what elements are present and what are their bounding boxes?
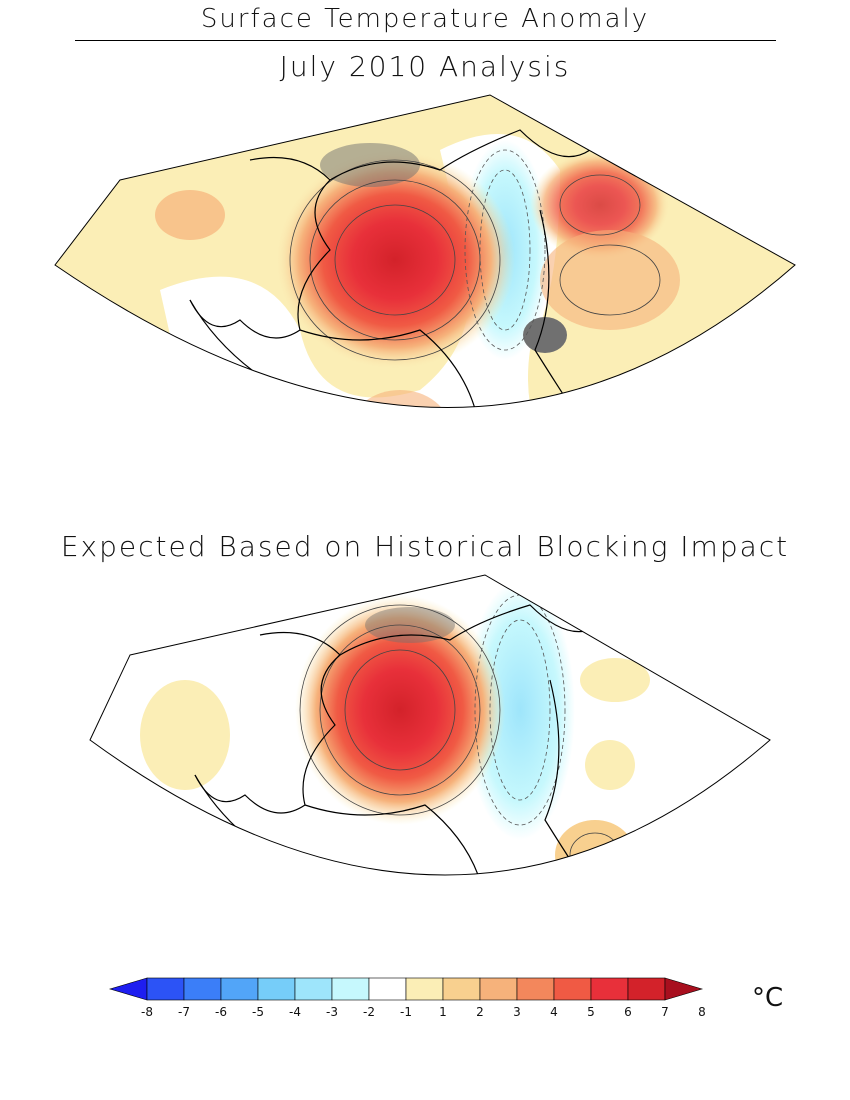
map-frame — [54, 94, 796, 408]
colorbar-tick-label: -5 — [252, 1005, 264, 1019]
colorbar-tick-label: 3 — [513, 1005, 521, 1019]
colorbar-tick-label: 4 — [550, 1005, 558, 1019]
colorbar-tick-label: -4 — [289, 1005, 301, 1019]
contour-lines — [289, 159, 661, 361]
colorbar-tick-label: 2 — [476, 1005, 484, 1019]
atlantic-weak-warm-patch — [140, 680, 230, 790]
colorbar-right-arrow — [664, 977, 704, 1001]
figure-title: Surface Temperature Anomaly — [200, 4, 650, 34]
pacific-weak-warm-patch — [585, 740, 635, 790]
colorbar-box — [442, 977, 481, 1001]
colorbar-box — [331, 977, 370, 1001]
colorbar-box — [220, 977, 259, 1001]
colorbar-tick-label: 1 — [439, 1005, 447, 1019]
colorbar-box — [479, 977, 518, 1001]
colorbar-tick-label: -6 — [215, 1005, 227, 1019]
contour-lines — [299, 604, 621, 875]
southern-warm-patch — [350, 390, 450, 408]
atlantic-warm-patch — [155, 190, 225, 240]
colorbar-tick-label: -7 — [178, 1005, 190, 1019]
colorbar-boxes — [108, 977, 704, 1001]
colorbar-tick-label: 6 — [624, 1005, 632, 1019]
colorbar-tick-label: 8 — [698, 1005, 706, 1019]
colorbar-tick-label: 7 — [661, 1005, 669, 1019]
far-east-warm-anomaly — [530, 150, 670, 260]
colorbar-left-arrow — [108, 977, 148, 1001]
colorbar-box — [183, 977, 222, 1001]
colorbar-tick-labels: -8 -7 -6 -5 -4 -3 -2 -1 1 2 3 4 5 6 7 8 — [141, 1005, 706, 1019]
bottom-expected-map — [89, 574, 771, 920]
map-frame — [89, 574, 771, 876]
colorbar-box — [590, 977, 629, 1001]
title-underline — [75, 40, 776, 41]
colorbar-tick-label: -8 — [141, 1005, 153, 1019]
colorbar-box — [405, 977, 444, 1001]
far-east-weak-warm-patch — [580, 658, 650, 702]
colorbar-unit-label: °C — [752, 983, 784, 1013]
colorbar-box — [368, 977, 407, 1001]
colorbar-tick-label: -2 — [363, 1005, 375, 1019]
japan-grey-masked-area — [523, 317, 567, 353]
bottom-panel-title: Expected Based on Historical Blocking Im… — [60, 530, 790, 563]
arctic-grey-masked-area — [365, 607, 455, 643]
arctic-grey-masked-area — [320, 143, 420, 187]
top-panel-title: July 2010 Analysis — [279, 50, 571, 83]
colorbar-tick-label: -3 — [326, 1005, 338, 1019]
russia-heat-anomaly — [295, 595, 505, 825]
siberia-cold-anomaly — [465, 580, 575, 840]
negative-contour-lines — [464, 149, 546, 351]
colorbar-tick-label: -1 — [400, 1005, 412, 1019]
russia-heat-anomaly — [275, 150, 515, 370]
colorbar-tick-label: 5 — [587, 1005, 595, 1019]
colorbar-box — [257, 977, 296, 1001]
southern-weak-warm-patch — [350, 880, 380, 920]
colorbar-box — [294, 977, 333, 1001]
colorbar-box — [516, 977, 555, 1001]
colorbar-box — [627, 977, 666, 1001]
top-anomaly-map — [54, 94, 796, 408]
colorbar-box — [553, 977, 592, 1001]
colorbar: -8 -7 -6 -5 -4 -3 -2 -1 1 2 3 4 5 6 7 8 — [108, 977, 706, 1019]
colorbar-box — [146, 977, 185, 1001]
